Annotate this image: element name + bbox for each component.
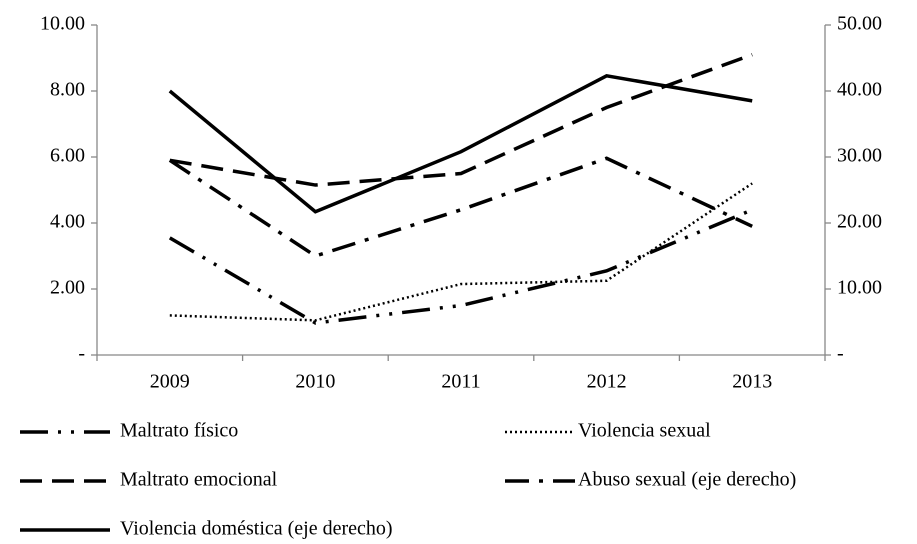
y-tick-label: - [78, 343, 85, 365]
series-line [169, 53, 753, 187]
x-tick-label: 2013 [732, 371, 772, 393]
y2-tick-label: 20.00 [837, 211, 882, 233]
y2-tick-label: 30.00 [837, 145, 882, 167]
y-tick-label: 6.00 [50, 145, 85, 167]
y-tick-label: 10.00 [40, 13, 85, 35]
legend-label: Maltrato físico [120, 420, 238, 442]
x-tick-label: 2010 [295, 371, 335, 393]
legend-label: Maltrato emocional [120, 469, 278, 491]
y-tick-label: 4.00 [50, 211, 85, 233]
series-line [169, 182, 753, 322]
y2-tick-label: - [837, 343, 844, 365]
x-tick-label: 2012 [587, 371, 627, 393]
legend-label: Violencia sexual [578, 420, 711, 442]
legend-label: Violencia doméstica (eje derecho) [120, 518, 393, 540]
y-tick-label: 2.00 [50, 277, 85, 299]
x-tick-label: 2011 [441, 371, 480, 393]
y-tick-label: 8.00 [50, 79, 85, 101]
legend-label: Abuso sexual (eje derecho) [578, 469, 796, 491]
series-line [168, 156, 753, 258]
y2-tick-label: 10.00 [837, 277, 882, 299]
y2-tick-label: 50.00 [837, 13, 882, 35]
y2-tick-label: 40.00 [837, 79, 882, 101]
series-line [168, 208, 753, 325]
x-tick-label: 2009 [150, 371, 190, 393]
series-line [168, 73, 753, 214]
